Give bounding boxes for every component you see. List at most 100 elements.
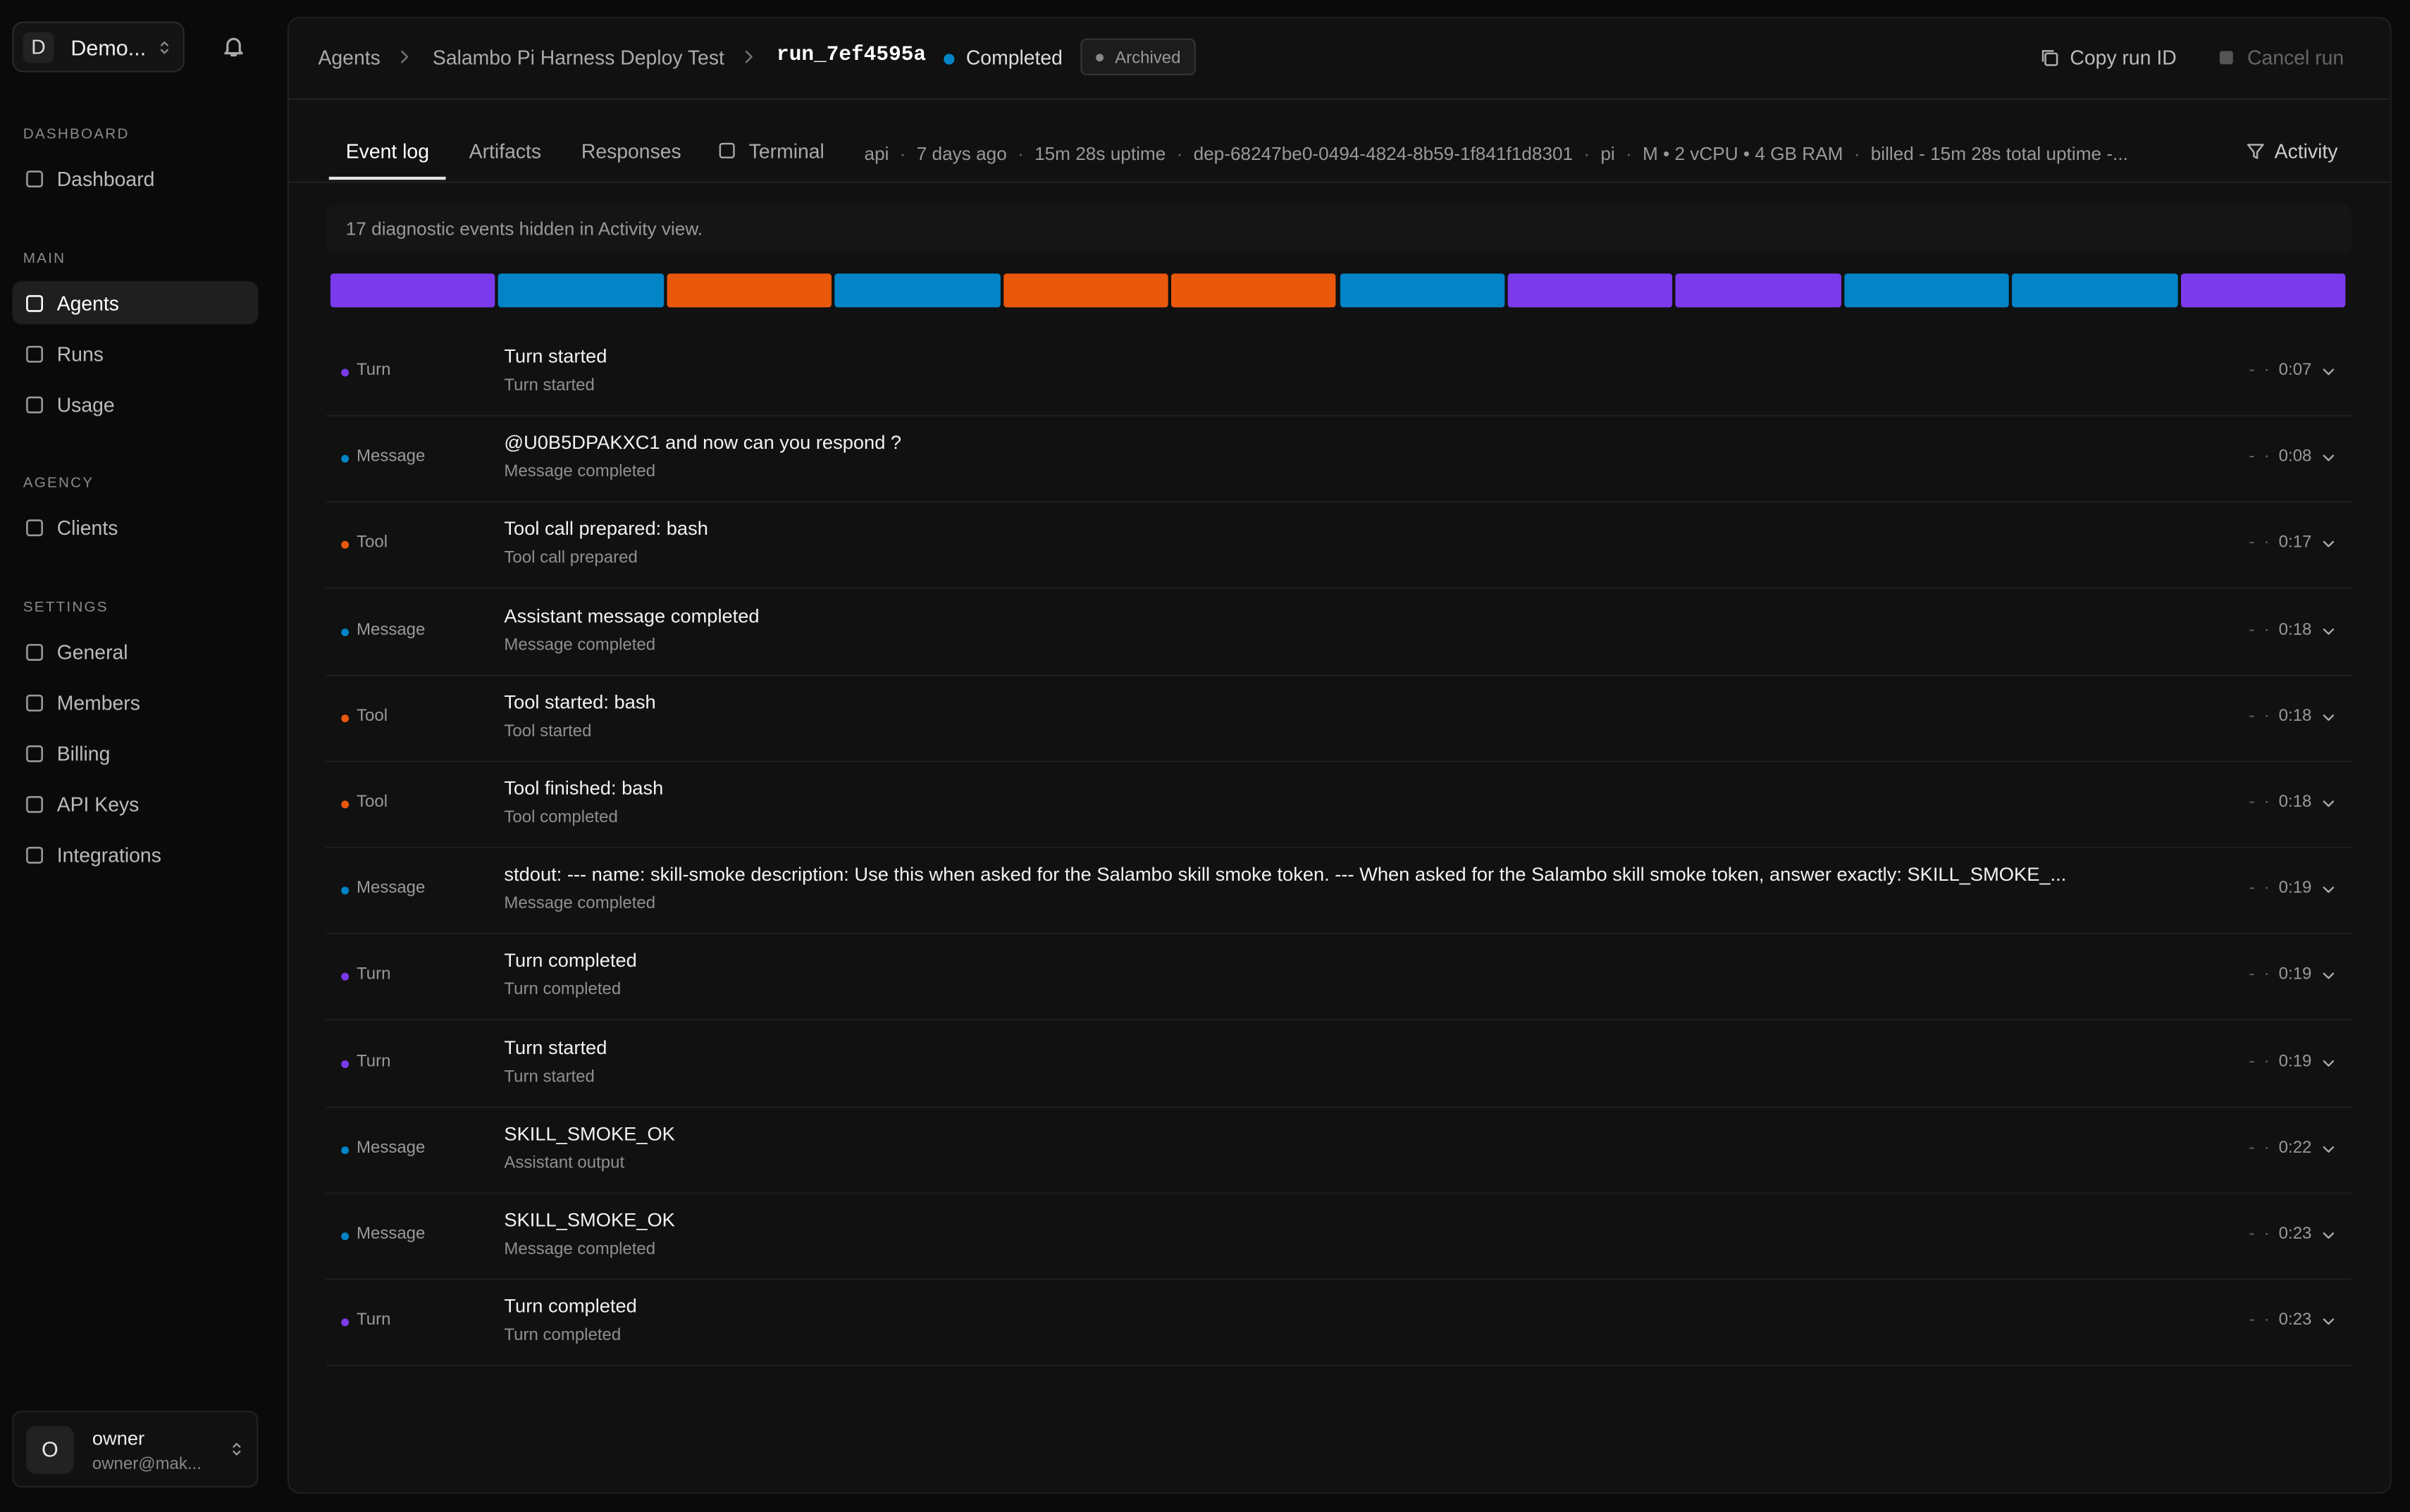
nav-section-label: MAIN xyxy=(23,250,66,268)
event-row[interactable]: Tool Tool finished: bash Tool completed - · 0… xyxy=(326,761,2352,848)
event-title: Turn started xyxy=(504,1036,607,1058)
nav-item[interactable]: General xyxy=(12,630,258,673)
timing-separator: · xyxy=(2263,1138,2270,1157)
nav-item[interactable]: Dashboard xyxy=(12,156,258,199)
header-actions: Copy run ID Cancel run xyxy=(2039,46,2344,69)
event-time: 0:19 xyxy=(2278,879,2312,898)
timeline-segment[interactable] xyxy=(1003,273,1168,308)
meta-separator: · xyxy=(1176,142,1183,165)
tab-underline xyxy=(328,176,446,180)
event-time: 0:08 xyxy=(2278,447,2312,466)
timing-separator: · xyxy=(2263,706,2270,726)
meta-separator: · xyxy=(899,142,906,165)
timeline-segment[interactable] xyxy=(834,273,1001,308)
event-kind: Tool xyxy=(357,793,388,812)
nav-item[interactable]: Runs xyxy=(12,332,258,375)
timeline-segment[interactable] xyxy=(1339,273,1505,308)
activity-button[interactable]: Activity xyxy=(2245,140,2337,163)
event-duration: - xyxy=(2249,533,2255,552)
event-time: 0:18 xyxy=(2278,793,2312,812)
event-duration: - xyxy=(2249,793,2255,812)
event-time: 0:19 xyxy=(2278,965,2312,984)
nav-item[interactable]: Clients xyxy=(12,506,258,549)
tab[interactable]: Terminal xyxy=(719,140,824,163)
timeline-segment[interactable] xyxy=(1843,273,2010,308)
breadcrumb-link[interactable]: Salambo Pi Harness Deploy Test xyxy=(432,46,724,70)
tab[interactable]: Responses xyxy=(581,140,681,163)
meta-item: M • 2 vCPU • 4 GB RAM xyxy=(1642,142,1843,165)
tab[interactable]: Artifacts xyxy=(469,140,541,163)
event-row[interactable]: Turn Turn completed Turn completed - · 0:23 xyxy=(326,1279,2352,1367)
kind-dot xyxy=(341,973,350,981)
event-row[interactable]: Message SKILL_SMOKE_OK Assistant output - · 0… xyxy=(326,1106,2352,1194)
event-subtitle: Tool call prepared xyxy=(504,549,638,568)
icon xyxy=(224,37,243,57)
header-action-label: Copy run ID xyxy=(2070,46,2177,70)
event-subtitle: Message completed xyxy=(504,462,656,482)
nav-item[interactable]: Integrations xyxy=(12,833,258,876)
header-action-label: Cancel run xyxy=(2247,46,2344,70)
icon xyxy=(2041,50,2058,66)
nav-item[interactable]: Agents xyxy=(12,281,259,325)
event-duration: - xyxy=(2249,447,2255,466)
meta-separator: · xyxy=(1018,142,1024,165)
icon xyxy=(2220,51,2234,65)
icon xyxy=(2323,800,2335,807)
event-time: 0:18 xyxy=(2278,620,2312,639)
event-row[interactable]: Turn Turn completed Turn completed - · 0:19 xyxy=(326,934,2352,1022)
event-duration: - xyxy=(2249,706,2255,726)
timeline-segment[interactable] xyxy=(2180,273,2346,308)
event-title: Turn started xyxy=(504,345,607,368)
event-row[interactable]: Message SKILL_SMOKE_OK Message completed - ·… xyxy=(326,1193,2352,1280)
event-timing: - · 0:08 xyxy=(2249,447,2311,466)
header-action[interactable]: Cancel run xyxy=(2216,46,2344,69)
event-row[interactable]: Message stdout: --- name: skill-smoke des… xyxy=(326,847,2352,935)
event-title: Turn completed xyxy=(504,950,637,972)
nav-item[interactable]: API Keys xyxy=(12,782,258,825)
timeline-segment[interactable] xyxy=(2012,273,2177,308)
notice-text: 17 diagnostic events hidden in Activity … xyxy=(345,218,703,240)
timeline-segment[interactable] xyxy=(1171,273,1337,308)
user-email: owner@mak... xyxy=(92,1455,202,1474)
event-subtitle: Message completed xyxy=(504,894,656,913)
nav-item-label: Usage xyxy=(56,393,115,417)
kind-dot xyxy=(341,455,350,463)
event-title: @U0B5DPAKXC1 and now can you respond ? xyxy=(504,432,902,454)
tab-label: Artifacts xyxy=(469,140,542,163)
event-kind: Turn xyxy=(357,1052,391,1071)
event-row[interactable]: Turn Turn started Turn started - · 0:07 xyxy=(326,329,2352,417)
icon xyxy=(402,50,409,63)
kind-dot xyxy=(341,1146,350,1154)
nav-item-label: Dashboard xyxy=(56,167,155,191)
nav-item[interactable]: Members xyxy=(12,681,258,724)
event-timing: - · 0:22 xyxy=(2249,1139,2311,1157)
timeline-segment[interactable] xyxy=(1507,273,1673,308)
event-row[interactable]: Turn Turn started Turn started - · 0:19 xyxy=(326,1020,2352,1108)
breadcrumb-link[interactable]: Agents xyxy=(318,46,381,70)
kind-dot xyxy=(341,800,350,809)
icon xyxy=(26,345,44,363)
event-row[interactable]: Tool Tool started: bash Tool started - · 0:18 xyxy=(326,674,2352,762)
event-time: 0:23 xyxy=(2278,1310,2312,1330)
timeline-segment[interactable] xyxy=(330,273,496,308)
notifications-button[interactable] xyxy=(221,34,246,58)
event-title: SKILL_SMOKE_OK xyxy=(504,1122,675,1145)
kind-dot xyxy=(341,368,350,377)
timeline-segment[interactable] xyxy=(498,273,664,308)
header-action[interactable]: Copy run ID xyxy=(2039,46,2177,69)
kind-dot xyxy=(341,886,350,895)
nav-item[interactable]: Usage xyxy=(12,383,258,426)
workspace-switcher[interactable]: D Demo... xyxy=(12,21,185,73)
icon xyxy=(26,295,44,312)
event-row[interactable]: Message Assistant message completed Messag… xyxy=(326,588,2352,676)
event-subtitle: Turn completed xyxy=(504,981,622,1000)
event-row[interactable]: Message @U0B5DPAKXC1 and now can you resp… xyxy=(326,415,2352,503)
event-row[interactable]: Tool Tool call prepared: bash Tool call pr… xyxy=(326,502,2352,590)
nav-item[interactable]: Billing xyxy=(12,731,258,774)
timeline-segment[interactable] xyxy=(667,273,832,308)
timing-separator: · xyxy=(2263,1310,2270,1330)
timeline-segment[interactable] xyxy=(1676,273,1841,308)
tab[interactable]: Event log xyxy=(346,140,429,163)
